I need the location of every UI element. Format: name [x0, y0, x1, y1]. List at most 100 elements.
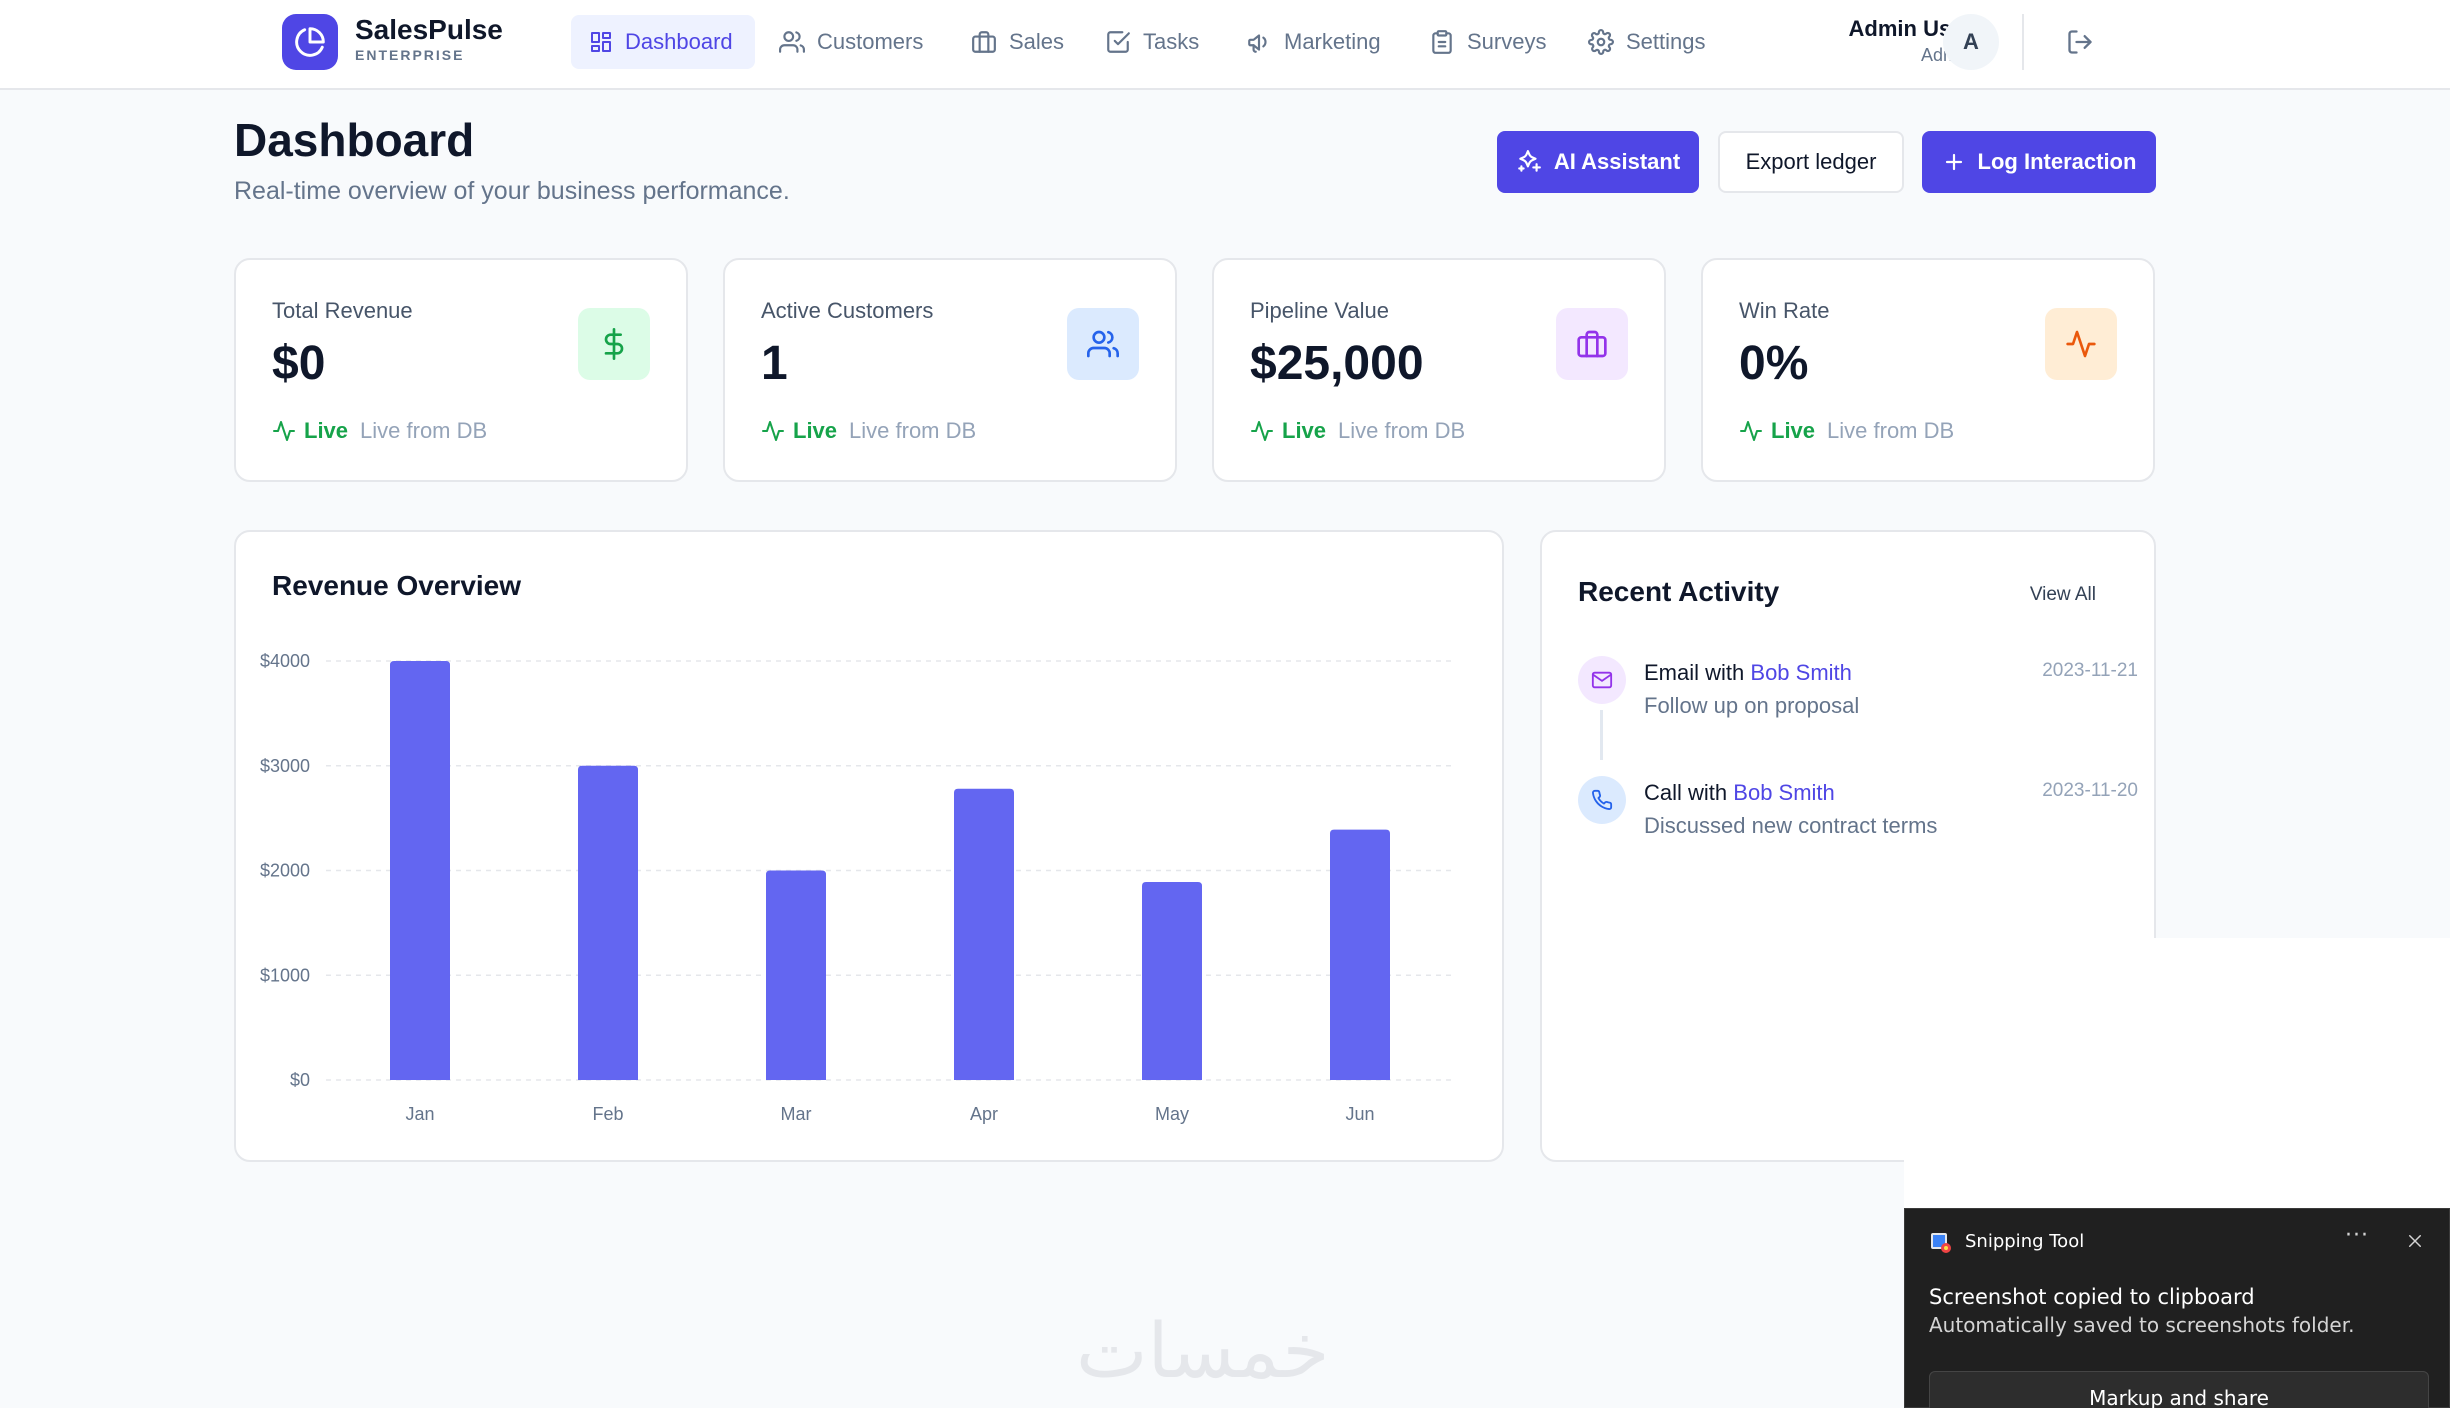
view-all-link[interactable]: View All [2029, 584, 2096, 605]
gear-icon [1588, 29, 1614, 55]
brand-name: SalesPulse [355, 14, 503, 45]
nav-settings[interactable]: Settings [1570, 15, 1724, 69]
nav-label: Customers [817, 29, 924, 54]
dollar-icon [578, 308, 650, 380]
nav-tasks[interactable]: Tasks [1087, 15, 1217, 69]
activity-icon [2045, 308, 2117, 380]
stat-label: Active Customers [761, 298, 934, 323]
check-square-icon [1107, 31, 1130, 53]
x-tick-label: Jan [405, 1104, 434, 1124]
nav-label: Dashboard [625, 29, 733, 54]
activity-type: Email [1644, 660, 1700, 685]
x-tick-label: Feb [592, 1104, 623, 1124]
live-note: Live from DB [360, 418, 488, 443]
revenue-bar [1142, 882, 1202, 1080]
revenue-bar [1330, 829, 1390, 1080]
live-label: Live [1771, 418, 1816, 443]
x-tick-label: Mar [781, 1104, 812, 1124]
toast-app-name: Snipping Tool [1965, 1231, 2085, 1252]
stat-footer: Live Live from DB [1250, 418, 1465, 444]
stat-label: Win Rate [1739, 298, 1830, 323]
ai-assistant-button[interactable]: AI Assistant [1497, 131, 1699, 193]
brand-tagline: ENTERPRISE [355, 47, 465, 63]
more-options-button[interactable]: ··· [2345, 1223, 2369, 1248]
snipping-tool-notification[interactable]: Snipping Tool ··· Screenshot copied to c… [1904, 1208, 2450, 1408]
activity-date: 2023-11-20 [2042, 780, 2138, 801]
panel-title: Recent Activity [1578, 576, 1780, 607]
activity-icon [1740, 421, 1762, 441]
activity-date: 2023-11-21 [2042, 660, 2138, 681]
sparkles-icon [1517, 150, 1541, 172]
activity-description: Discussed new contract terms [1644, 813, 1938, 838]
revenue-bar [766, 870, 826, 1080]
megaphone-icon [1248, 34, 1267, 53]
nav-surveys[interactable]: Surveys [1411, 15, 1564, 69]
nav-customers[interactable]: Customers [761, 15, 941, 69]
stat-card-win-rate: Win Rate 0% Live Live from DB [1701, 258, 2155, 482]
nav-sales[interactable]: Sales [953, 15, 1082, 69]
stat-value: $25,000 [1250, 337, 1424, 390]
export-ledger-button[interactable]: Export ledger [1718, 131, 1904, 193]
users-icon [1067, 308, 1139, 380]
live-label: Live [304, 418, 349, 443]
toast-body: Automatically saved to screenshots folde… [1929, 1313, 2355, 1337]
live-note: Live from DB [1338, 418, 1466, 443]
stat-card-total-revenue: Total Revenue $0 Live Live from DB [234, 258, 688, 482]
activity-type: Call [1644, 780, 1682, 805]
nav-label: Surveys [1467, 29, 1547, 54]
x-tick-label: Apr [970, 1104, 998, 1124]
close-icon[interactable] [2401, 1227, 2429, 1255]
users-icon [779, 31, 805, 53]
stat-label: Total Revenue [272, 298, 413, 323]
y-tick-label: $3000 [260, 756, 310, 776]
toast-title: Screenshot copied to clipboard [1929, 1285, 2255, 1309]
log-interaction-button[interactable]: Log Interaction [1922, 131, 2156, 193]
activity-title: Email with Bob Smith [1644, 660, 1852, 686]
pie-chart-logo-icon[interactable] [282, 14, 338, 70]
nav-label: Settings [1626, 29, 1706, 54]
export-ledger-label: Export ledger [1745, 149, 1877, 174]
stat-footer: Live Live from DB [1739, 418, 1954, 444]
x-tick-label: May [1155, 1104, 1189, 1124]
log-interaction-label: Log Interaction [1977, 149, 2137, 174]
y-tick-label: $1000 [260, 965, 310, 985]
stat-value: 0% [1739, 337, 1809, 390]
activity-icon [1251, 421, 1273, 441]
timeline-connector [1600, 710, 1603, 760]
avatar[interactable]: A [1943, 14, 1999, 70]
live-note: Live from DB [849, 418, 977, 443]
mail-icon [1578, 656, 1626, 704]
briefcase-icon [972, 31, 996, 53]
stat-footer: Live Live from DB [272, 418, 487, 444]
live-label: Live [1282, 418, 1327, 443]
toast-backdrop [1904, 938, 2450, 1208]
briefcase-icon [1556, 308, 1628, 380]
dashboard-grid-icon [591, 32, 611, 52]
snipping-tool-app-icon [1929, 1231, 1953, 1255]
logout-icon [2068, 30, 2092, 54]
logout-button[interactable] [2060, 22, 2100, 62]
revenue-overview-panel: Revenue Overview $0 $1000 $2000 $3000 $4000 J… [234, 530, 1504, 1162]
nav-marketing[interactable]: Marketing [1228, 15, 1399, 69]
x-tick-label: Jun [1345, 1104, 1374, 1124]
revenue-bar-chart: $0 $1000 $2000 $3000 $4000 Jan Feb Mar Apr May Jun [260, 651, 1454, 1124]
y-tick-label: $0 [290, 1070, 310, 1090]
activity-title: Call with Bob Smith [1644, 780, 1835, 806]
nav-label: Tasks [1143, 29, 1200, 54]
revenue-bar [390, 661, 450, 1080]
stat-footer: Live Live from DB [761, 418, 976, 444]
y-tick-label: $2000 [260, 861, 310, 881]
stat-value: 1 [761, 337, 788, 390]
page-title: Dashboard [234, 114, 475, 166]
watermark-logo: خمسات [1076, 1306, 1330, 1395]
contact-link[interactable]: Bob Smith [1750, 660, 1852, 685]
panel-title: Revenue Overview [272, 570, 522, 601]
activity-with: with [1705, 660, 1745, 685]
nav-divider [2022, 14, 2024, 70]
clipboard-icon [1432, 30, 1452, 54]
page-subtitle: Real-time overview of your business perf… [234, 177, 790, 205]
markup-and-share-button[interactable]: Markup and share [1929, 1371, 2429, 1408]
contact-link[interactable]: Bob Smith [1733, 780, 1835, 805]
revenue-bar [954, 788, 1014, 1080]
nav-dashboard[interactable]: Dashboard [571, 15, 755, 69]
